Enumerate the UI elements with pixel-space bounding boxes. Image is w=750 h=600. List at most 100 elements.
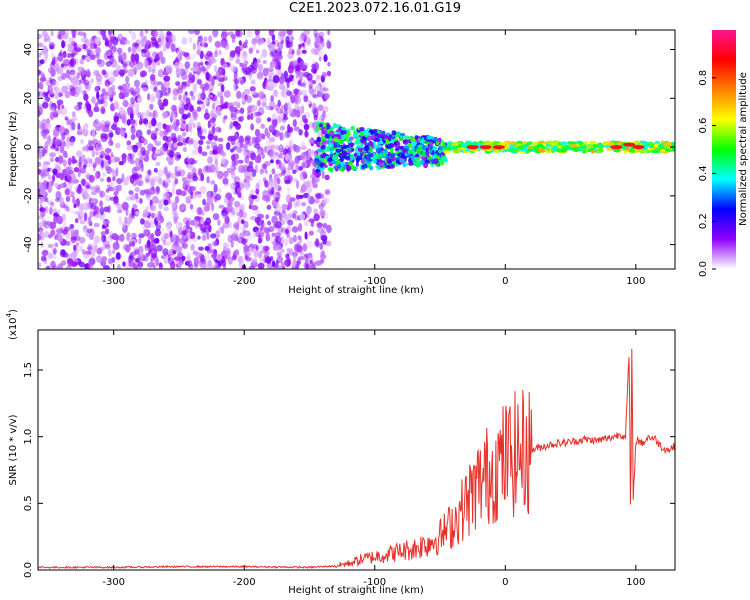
snr-panel: -300 -200 -100 0 100 0.0 0.5 1.0 1.5 Height of … — [5, 309, 676, 596]
heatmap-cell — [435, 141, 439, 146]
heatmap-cell — [199, 223, 204, 231]
heatmap-cell — [217, 137, 224, 142]
heatmap-cell — [181, 242, 188, 249]
heatmap-cell — [295, 73, 300, 79]
heatmap-cell — [212, 30, 219, 38]
heatmap-cell — [281, 203, 288, 210]
heatmap-cell — [268, 187, 273, 196]
heatmap-cell — [177, 85, 184, 91]
heatmap-cell — [273, 129, 281, 138]
heatmap-cell — [146, 129, 152, 136]
heatmap-cell — [308, 230, 314, 236]
heatmap-cell — [279, 132, 285, 141]
heatmap-cell — [596, 144, 604, 148]
heatmap-cell — [315, 121, 320, 126]
heatmap-cell — [367, 153, 372, 158]
heatmap-cell — [38, 233, 42, 241]
heatmap-cell — [124, 82, 131, 89]
heatmap-cell — [100, 231, 106, 236]
heatmap-cell — [192, 64, 200, 72]
snr-plot — [38, 348, 675, 570]
heatmap-cell — [212, 213, 220, 221]
heatmap-cell — [176, 136, 181, 142]
heatmap-cell — [62, 229, 68, 235]
heatmap-cell — [315, 238, 320, 248]
heatmap-cell — [100, 236, 104, 244]
heatmap-cell — [353, 130, 358, 135]
heatmap-cell — [241, 64, 248, 72]
heatmap-cell — [327, 30, 331, 36]
heatmap-cell — [122, 61, 128, 67]
heatmap-cell — [113, 100, 119, 109]
heatmap-cell — [288, 47, 294, 55]
heatmap-cell — [126, 232, 131, 242]
heatmap-cell — [181, 81, 187, 87]
heatmap-cell — [144, 43, 151, 49]
heatmap-cell — [319, 154, 325, 159]
heatmap-cell — [183, 52, 190, 58]
snr-x-ticks: -300 -200 -100 0 100 — [102, 330, 645, 588]
heatmap-cell — [208, 224, 212, 233]
heatmap-cell — [41, 197, 45, 203]
heatmap-cell — [411, 146, 415, 153]
heatmap-cell — [168, 37, 173, 46]
heatmap-cell — [319, 209, 326, 217]
heatmap-cell — [111, 90, 117, 96]
heatmap-cell — [207, 120, 211, 129]
heatmap-cell — [125, 217, 133, 225]
heatmap-cell — [472, 141, 478, 145]
colorbar-tick-label: 0.0 — [698, 261, 709, 277]
heatmap-cell — [192, 83, 198, 93]
heatmap-cell — [192, 112, 199, 119]
heatmap-cell — [270, 159, 274, 164]
heatmap-cell — [175, 189, 183, 196]
heatmap-cell — [60, 260, 67, 266]
heatmap-cell — [49, 106, 55, 112]
heatmap-cell — [49, 111, 55, 120]
heatmap-cell — [322, 122, 327, 128]
heatmap-cell — [279, 145, 283, 152]
y-tick-label: -40 — [23, 236, 34, 252]
heatmap-cell — [298, 166, 304, 171]
heatmap-cell — [247, 105, 253, 113]
heatmap-cell — [131, 213, 135, 219]
heatmap-cell — [61, 72, 67, 80]
heatmap-cell — [293, 201, 299, 208]
heatmap-cell — [90, 36, 95, 46]
heatmap-cell — [93, 245, 98, 253]
heatmap-cell — [166, 173, 171, 178]
heatmap-cell — [387, 151, 392, 156]
heatmap-cell — [324, 146, 331, 152]
heatmap-cell — [491, 141, 498, 146]
x-tick-label: -100 — [363, 276, 386, 287]
heatmap-cell — [99, 206, 105, 216]
heatmap-cell — [365, 132, 372, 136]
heatmap-cell — [307, 253, 315, 261]
heatmap-cell — [258, 250, 263, 259]
heatmap-cell — [206, 145, 210, 150]
heatmap-cell — [234, 185, 241, 194]
heatmap-cell — [278, 83, 286, 90]
heatmap-cell — [145, 193, 150, 200]
heatmap-cell — [214, 158, 218, 166]
heatmap-cell — [161, 36, 165, 46]
heatmap-cell — [100, 150, 105, 156]
heatmap-cell — [236, 147, 243, 154]
heatmap-cell — [151, 253, 156, 258]
heatmap-cell — [294, 66, 302, 74]
heatmap-cell — [239, 62, 244, 67]
heatmap-cell — [250, 79, 256, 85]
heatmap-cell — [243, 151, 248, 157]
heatmap-cell — [79, 58, 85, 65]
heatmap-cell — [149, 221, 156, 228]
heatmap-cell — [188, 30, 195, 35]
heatmap-cell — [286, 30, 293, 35]
heatmap-cell — [46, 265, 51, 269]
heatmap-cell — [197, 235, 201, 240]
heatmap-cell — [213, 135, 218, 142]
heatmap-cell — [350, 125, 356, 131]
heatmap-cell — [555, 148, 561, 153]
heatmap-cell — [192, 139, 199, 149]
heatmap-cell — [163, 79, 170, 88]
heatmap-cell — [537, 141, 543, 145]
